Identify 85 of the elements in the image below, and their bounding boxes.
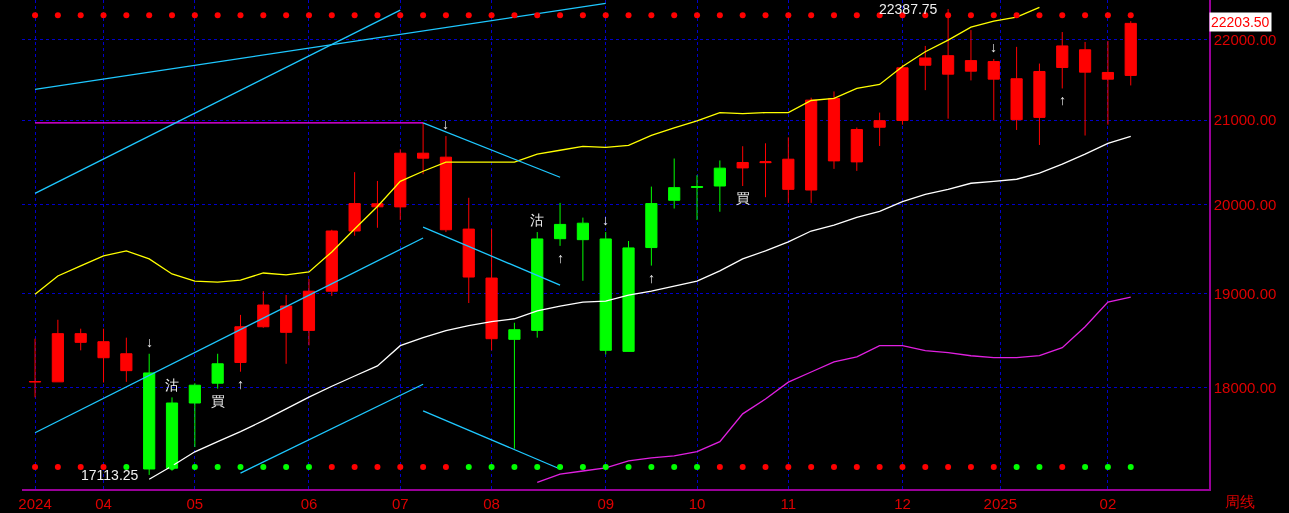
candlestick	[850, 127, 863, 172]
candlestick	[51, 319, 64, 383]
candlestick	[439, 135, 453, 233]
y-tick-label: 19000.00	[1213, 284, 1277, 302]
candlestick	[1101, 40, 1114, 126]
candlestick	[622, 240, 635, 352]
candlestick	[485, 228, 498, 351]
x-tick-label: 10	[688, 494, 706, 512]
x-tick-label: 2024	[18, 494, 52, 512]
candlestick	[348, 171, 361, 237]
candlestick	[394, 148, 407, 221]
candlestick	[896, 64, 909, 126]
candlestick	[987, 58, 1000, 121]
x-tick-label: 08	[483, 494, 500, 512]
candlestick	[188, 382, 201, 448]
candlestick	[462, 197, 475, 304]
candlestick	[553, 202, 567, 247]
candlestick	[964, 29, 978, 81]
candlestick	[97, 328, 110, 384]
candlestick	[302, 278, 316, 346]
candlestick	[1078, 41, 1092, 137]
annotation: ↑	[648, 270, 655, 286]
candlestick	[873, 112, 886, 147]
candlestick	[736, 145, 749, 187]
annotation: 22387.75	[879, 1, 938, 17]
x-tick-label: 2025	[983, 494, 1017, 512]
y-tick-label: 20000.00	[1213, 195, 1277, 213]
x-tick-label: 07	[391, 494, 409, 512]
candlestick	[211, 353, 224, 390]
candlestick	[668, 158, 681, 210]
candlestick	[120, 337, 133, 383]
x-tick-label: 12	[894, 494, 911, 512]
candlestick	[531, 231, 544, 339]
annotation: ↑	[1059, 92, 1066, 108]
candlestick	[576, 217, 589, 282]
annotation: ↓	[602, 212, 609, 228]
candlestick	[143, 353, 156, 476]
annotation: 買	[211, 393, 225, 409]
annotation: 17113.25	[81, 467, 139, 483]
annotation: 買	[736, 190, 750, 206]
x-tick-label: 02	[1099, 494, 1117, 512]
x-tick-label: 09	[597, 494, 615, 512]
candlestick	[827, 90, 841, 170]
candlestick	[234, 314, 247, 373]
annotation: ↑	[237, 376, 244, 392]
candlestick	[417, 122, 430, 175]
x-tick-label: 04	[95, 494, 112, 512]
candlestick	[1010, 46, 1023, 131]
x-tick-label: 11	[780, 494, 797, 512]
candlestick	[257, 290, 270, 329]
line-series	[148, 135, 1132, 480]
candlestick	[942, 8, 955, 120]
candlestick	[280, 294, 293, 365]
annotation: ↓	[442, 116, 449, 132]
candlestick	[508, 322, 521, 450]
candlestick	[690, 174, 704, 221]
text: 22203.50	[1211, 14, 1270, 30]
candlestick	[759, 142, 772, 198]
y-tick-label: 18000.00	[1213, 378, 1277, 396]
annotation: ↑	[557, 250, 564, 266]
candlestick	[713, 159, 726, 213]
candlestick	[1124, 20, 1137, 86]
candlestick	[599, 231, 612, 355]
candlestick	[645, 186, 658, 267]
candlestick	[1056, 31, 1069, 89]
line-series	[536, 296, 1132, 484]
candlestick	[28, 338, 42, 398]
candlestick	[805, 97, 818, 204]
y-tick-label: 22000.00	[1213, 30, 1277, 48]
candlestick	[74, 328, 87, 351]
candlestick	[919, 45, 932, 91]
x-tick-label: 05	[186, 494, 204, 512]
text: 周线	[1225, 493, 1255, 510]
candlestick	[782, 136, 795, 204]
candlestick	[1033, 63, 1046, 146]
x-tick-label: 06	[300, 494, 318, 512]
annotation: 沽	[165, 377, 179, 393]
candlestick	[325, 229, 338, 297]
y-tick-label: 21000.00	[1213, 111, 1277, 129]
annotation: ↓	[990, 39, 997, 55]
line-series	[34, 6, 1041, 295]
candlestick	[371, 180, 384, 229]
annotation: ↓	[146, 334, 153, 350]
candlestick	[165, 396, 179, 472]
annotation: 沽	[530, 212, 544, 228]
